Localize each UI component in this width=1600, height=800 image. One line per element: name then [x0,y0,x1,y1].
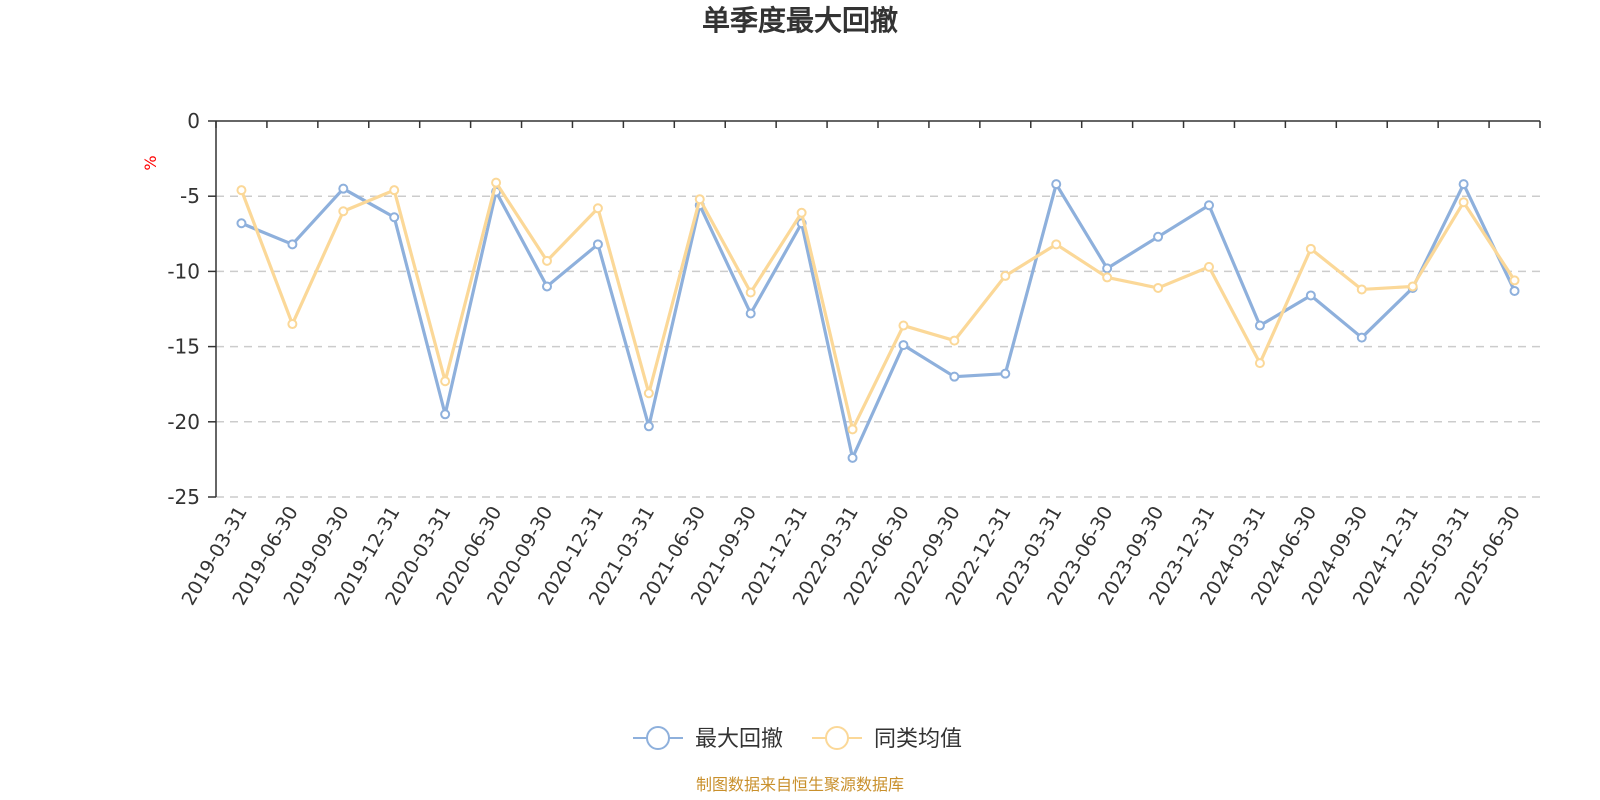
y-tick-label: -10 [167,259,200,283]
axes: 0-5-10-15-20-252019-03-312019-06-302019-… [167,109,1541,609]
legend-label: 同类均值 [874,727,962,752]
data-point[interactable] [491,177,502,188]
y-tick-label: -5 [180,184,200,208]
data-point[interactable] [1458,179,1469,190]
data-point[interactable] [898,340,909,351]
legend-label: 最大回撤 [695,727,783,752]
data-point[interactable] [542,255,552,266]
data-point[interactable] [389,185,400,196]
y-tick-label: 0 [187,109,200,133]
data-point[interactable] [1356,284,1367,295]
data-point[interactable] [1305,243,1316,254]
data-point[interactable] [338,206,349,217]
series-1 [236,179,1520,463]
data-point[interactable] [796,207,807,218]
data-point[interactable] [287,319,298,330]
data-point[interactable] [338,183,349,194]
data-point[interactable] [643,421,654,432]
data-point[interactable] [592,203,603,214]
data-point[interactable] [1153,231,1164,242]
data-point[interactable] [1356,332,1367,343]
legend-marker [646,726,670,750]
data-point[interactable] [1458,197,1469,208]
data-point[interactable] [745,308,756,319]
data-point[interactable] [847,424,858,435]
data-point[interactable] [949,371,960,382]
data-point[interactable] [745,287,756,298]
data-point[interactable] [1407,281,1418,292]
grid-lines [216,195,1540,498]
data-point[interactable] [643,388,654,399]
data-point[interactable] [1305,290,1316,301]
legend[interactable]: 最大回撤 同类均值 [633,726,962,752]
data-point[interactable] [542,281,552,292]
data-point[interactable] [949,335,960,346]
data-point[interactable] [236,218,247,229]
data-point[interactable] [1000,270,1011,281]
data-point[interactable] [287,239,298,250]
data-point[interactable] [592,239,603,250]
series-2 [236,177,1520,435]
data-point[interactable] [1102,263,1113,274]
legend-item-2[interactable]: 同类均值 [812,726,962,752]
data-point[interactable] [1204,261,1214,272]
data-point[interactable] [236,185,247,196]
data-point[interactable] [1509,285,1520,296]
series-line [240,182,1516,460]
data-point[interactable] [1254,320,1265,331]
series-layer [236,177,1520,463]
data-point[interactable] [1051,179,1062,190]
data-point[interactable] [1000,368,1011,379]
data-point[interactable] [440,409,451,420]
data-point[interactable] [1204,200,1214,211]
legend-marker [825,726,849,750]
y-tick-label: -20 [167,410,200,434]
data-point[interactable] [1051,239,1062,250]
legend-item-1[interactable]: 最大回撤 [633,726,783,752]
data-point[interactable] [440,376,451,387]
series-line [239,181,1516,431]
y-tick-label: -15 [167,335,200,359]
data-point[interactable] [1102,272,1113,283]
data-point[interactable] [898,320,909,331]
data-point[interactable] [1153,282,1164,293]
data-point[interactable] [694,194,705,205]
chart-title: 单季度最大回撤 [702,4,898,37]
y-axis-unit: % [141,155,160,170]
data-point[interactable] [1509,275,1520,286]
data-point[interactable] [389,212,400,223]
source-note: 制图数据来自恒生聚源数据库 [696,775,904,794]
data-point[interactable] [1254,358,1265,369]
y-tick-label: -25 [167,485,200,509]
data-point[interactable] [847,452,858,463]
